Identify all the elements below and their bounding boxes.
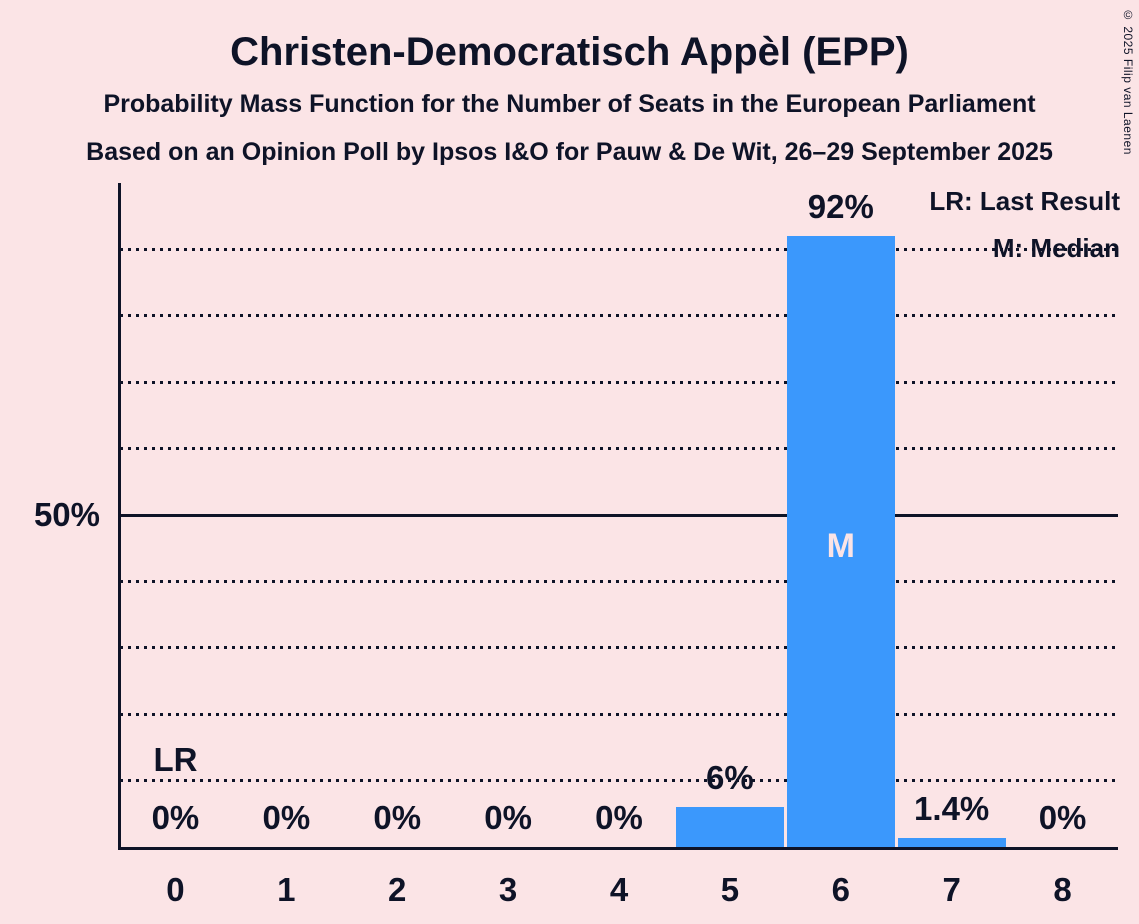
bar-value-label-0: 0% — [151, 799, 200, 836]
gridline-dotted-70pct — [120, 380, 1118, 384]
bar-value-label-2: 0% — [373, 799, 422, 836]
page-title: Christen-Democratisch Appèl (EPP) — [230, 30, 909, 74]
bar-value-label-1: 0% — [262, 799, 311, 836]
x-tick-label-1: 1 — [277, 871, 296, 908]
x-tick-label-6: 6 — [831, 871, 850, 908]
x-tick-label-2: 2 — [388, 871, 407, 908]
gridline-dotted-20pct — [120, 712, 1118, 716]
gridline-dotted-90pct — [120, 247, 1118, 251]
gridline-dotted-30pct — [120, 646, 1118, 650]
y-axis-line — [117, 183, 121, 850]
legend-median: M: Median — [992, 233, 1120, 263]
bar-seats-7 — [897, 837, 1006, 847]
gridline-solid-50pct — [120, 513, 1118, 517]
bar-value-label-8: 0% — [1038, 799, 1087, 836]
x-tick-label-5: 5 — [720, 871, 740, 908]
x-tick-label-8: 8 — [1053, 871, 1072, 908]
copyright-text: © 2025 Filip van Laenen — [1121, 8, 1135, 155]
median-marker-label: M — [826, 526, 855, 565]
x-axis-line — [117, 846, 1118, 850]
legend-last-result: LR: Last Result — [929, 186, 1120, 216]
bar-value-label-3: 0% — [484, 799, 532, 836]
bar-value-label-4: 0% — [595, 799, 643, 836]
bar-value-label-6: 92% — [807, 188, 874, 226]
subtitle-line-1: Probability Mass Function for the Number… — [103, 90, 1036, 118]
y-tick-label: 50% — [33, 496, 100, 533]
gridline-dotted-80pct — [120, 314, 1118, 318]
gridline-dotted-60pct — [120, 447, 1118, 451]
subtitle-line-2: Based on an Opinion Poll by Ipsos I&O fo… — [86, 138, 1053, 166]
x-tick-label-7: 7 — [942, 871, 961, 908]
gridline-dotted-40pct — [120, 579, 1118, 583]
x-tick-label-4: 4 — [609, 871, 629, 908]
bar-value-label-7: 1.4% — [914, 789, 990, 827]
bar-seats-5 — [675, 807, 784, 847]
gridline-dotted-10pct — [120, 779, 1118, 783]
bar-value-label-5: 6% — [706, 759, 754, 797]
x-tick-label-3: 3 — [498, 871, 518, 908]
last-result-marker-label: LR — [153, 741, 198, 778]
bar-seats-6 — [786, 236, 895, 847]
x-tick-label-0: 0 — [166, 871, 185, 908]
